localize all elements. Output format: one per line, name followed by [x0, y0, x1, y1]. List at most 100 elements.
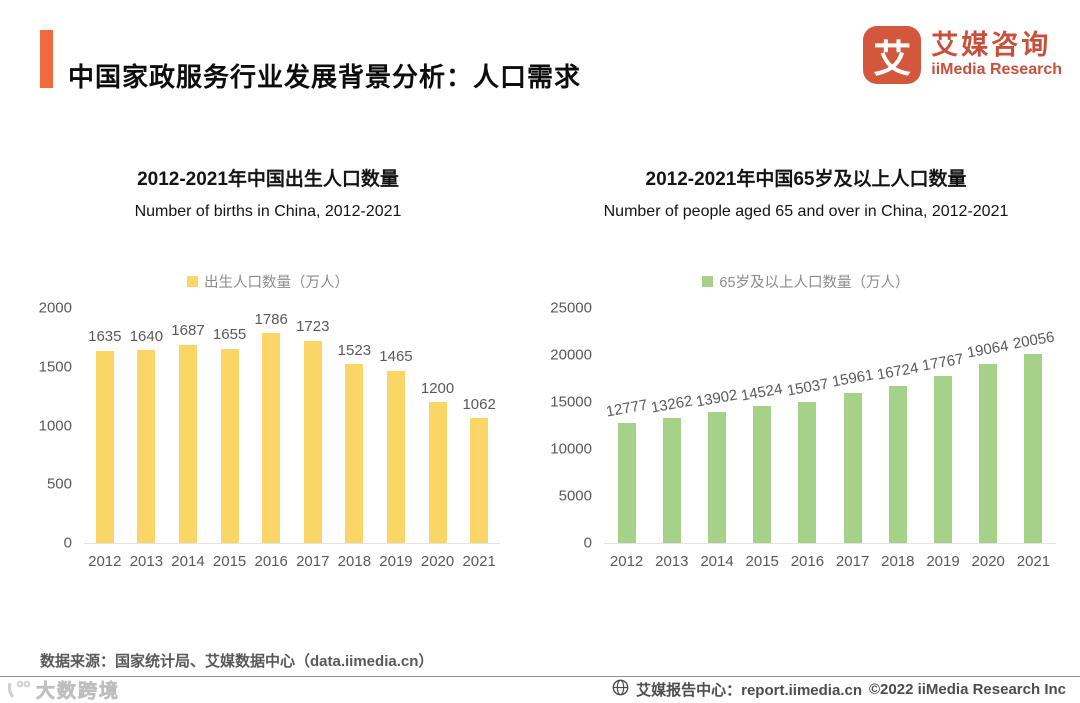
bar-value-label: 13262 [649, 392, 694, 417]
x-axis-label: 2021 [462, 553, 496, 570]
bar-column: 20056 [1011, 308, 1056, 543]
y-axis-tick: 1500 [38, 358, 72, 376]
y-axis-tick: 20000 [550, 346, 592, 364]
bar-column: 15037 [785, 308, 830, 543]
bar-column: 1062 [458, 308, 500, 543]
bar-value-label: 13902 [694, 386, 739, 411]
bar [303, 340, 322, 543]
chart-legend: 出生人口数量（万人） [36, 271, 500, 292]
aged65-chart: 2012-2021年中国65岁及以上人口数量 Number of people … [550, 150, 1056, 570]
bar-value-label: 14524 [740, 380, 785, 405]
footer-divider [0, 676, 1080, 677]
bar-column: 17767 [920, 308, 965, 543]
bar [345, 364, 364, 543]
plot-row: 0 5000 10000 15000 20000 25000 12777 13262 1390… [550, 301, 1056, 551]
bar-column: 16724 [875, 308, 920, 543]
x-axis-label: 2020 [420, 553, 455, 570]
bar [95, 350, 114, 543]
bar-value-label: 15961 [830, 366, 875, 391]
y-axis-tick: 0 [63, 534, 72, 552]
y-axis-tick: 2000 [38, 299, 72, 317]
x-axis-label: 2015 [212, 553, 247, 570]
y-axis-tick: 15000 [550, 393, 592, 411]
bar-value-label: 1786 [254, 310, 288, 328]
bar-value-label: 16724 [875, 359, 920, 384]
x-axis-label: 2012 [88, 553, 122, 570]
page-title: 中国家政服务行业发展背景分析：人口需求 [68, 62, 582, 93]
copyright-label: ©2022 iiMedia Research Inc [869, 681, 1066, 698]
report-center-line: 艾媒报告中心：report.iimedia.cn ©2022 iiMedia R… [612, 679, 1066, 700]
births-chart: 2012-2021年中国出生人口数量 Number of births in C… [36, 150, 500, 570]
bar [843, 392, 862, 543]
bar-value-label: 1655 [212, 326, 247, 344]
y-axis: 0 500 1000 1500 2000 [36, 301, 84, 551]
bar [888, 385, 907, 543]
bar [753, 406, 772, 543]
x-axis: 2012 2013 2014 2015 2016 2017 2018 2019 2020 2021 [84, 544, 500, 570]
x-axis-label: 2014 [171, 553, 205, 570]
bar [428, 402, 447, 543]
chart-legend: 65岁及以上人口数量（万人） [556, 271, 1056, 292]
x-axis-label: 2017 [835, 553, 870, 570]
x-axis-label: 2013 [129, 553, 164, 570]
x-axis-label: 2012 [609, 553, 644, 570]
title-accent-bar [40, 30, 53, 88]
iimedia-logo-icon: 艾 [863, 26, 922, 84]
bar-value-label: 1465 [379, 348, 413, 366]
bar-value-label: 20056 [1011, 328, 1056, 353]
x-axis-label: 2018 [337, 553, 372, 570]
bar-column: 13262 [649, 308, 694, 543]
chart-title: 2012-2021年中国65岁及以上人口数量 [645, 169, 967, 190]
legend-swatch [702, 276, 714, 287]
y-axis-tick: 1000 [38, 417, 72, 434]
logo-name-cn: 艾媒咨询 [931, 30, 1052, 61]
bar-value-label: 1723 [296, 318, 330, 336]
bar-value-label: 1640 [129, 327, 164, 345]
chart-subtitle: Number of people aged 65 and over in Chi… [603, 203, 1009, 220]
bar-column: 14524 [740, 308, 785, 543]
bar-value-label: 1200 [420, 379, 455, 397]
legend-label: 65岁及以上人口数量（万人） [719, 275, 910, 291]
bar-column: 12777 [604, 308, 649, 543]
bar-value-label: 1062 [462, 395, 496, 413]
plot-row: 0 500 1000 1500 2000 1635 1640 1687 1655 1786 172… [36, 301, 500, 551]
y-axis-tick: 5000 [558, 487, 592, 505]
bar [178, 344, 197, 543]
chart-subtitle: Number of births in China, 2012-2021 [134, 203, 402, 220]
report-center-label: 艾媒报告中心：report.iimedia.cn [636, 682, 862, 699]
iimedia-logo: 艾 艾媒咨询 iiMedia Research [863, 26, 1062, 84]
bar-column: 19064 [966, 308, 1011, 543]
bar [386, 370, 405, 543]
bar-value-label: 19064 [966, 337, 1011, 362]
bar-value-label: 1523 [337, 341, 372, 359]
bar-column: 1786 [250, 308, 292, 543]
bar-value-label: 17767 [920, 350, 965, 375]
x-axis-label: 2021 [1016, 553, 1051, 570]
legend-swatch [187, 276, 198, 287]
bar-column: 1655 [209, 308, 251, 543]
bar [470, 418, 489, 543]
legend-label: 出生人口数量（万人） [204, 275, 349, 291]
x-axis-label: 2015 [745, 553, 779, 570]
bar-column: 15961 [830, 308, 875, 543]
bar [979, 363, 998, 543]
globe-icon [612, 679, 629, 700]
y-axis-tick: 25000 [550, 299, 592, 317]
bar [1024, 354, 1043, 543]
bar-column: 1640 [126, 308, 168, 543]
bar [934, 376, 953, 543]
bar-column: 1635 [84, 308, 126, 543]
x-axis-label: 2013 [655, 553, 689, 570]
x-axis-label: 2020 [971, 553, 1005, 570]
bar-value-label: 1635 [88, 328, 122, 346]
x-axis: 2012 2013 2014 2015 2016 2017 2018 2019 2020 2021 [604, 544, 1056, 570]
watermark-label: 大数跨境 [36, 681, 121, 703]
bar-value-label: 15037 [785, 375, 830, 400]
bar-column: 1200 [417, 308, 459, 543]
bar [220, 348, 239, 543]
bar [617, 422, 636, 543]
bar [137, 350, 156, 543]
bar-column: 1523 [334, 308, 376, 543]
x-axis-label: 2019 [379, 553, 413, 570]
plot-area: 1635 1640 1687 1655 1786 1723 1523 1465 1200 1062 [84, 308, 500, 544]
